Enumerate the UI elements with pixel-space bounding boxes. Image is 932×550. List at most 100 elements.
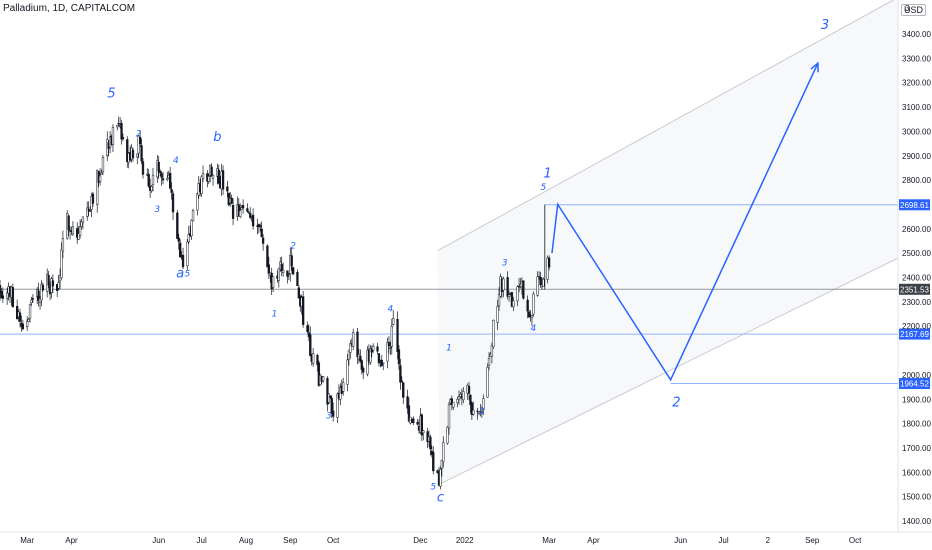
- candle-body: [396, 318, 399, 352]
- candle-body: [342, 382, 345, 392]
- candle-body: [507, 294, 511, 297]
- candle-body: [171, 193, 175, 213]
- candle-body: [537, 276, 541, 278]
- candle-body: [496, 306, 499, 323]
- candle-body: [60, 249, 63, 278]
- candle-body: [51, 280, 55, 287]
- price-tick-label: 3100.00: [902, 103, 931, 112]
- candle-body: [542, 278, 545, 287]
- candle-body: [11, 287, 15, 308]
- candle-body: [530, 315, 534, 319]
- candle-body: [200, 176, 203, 194]
- candle-body: [486, 367, 489, 398]
- candle-body: [266, 245, 269, 268]
- price-tick-label: 2600.00: [902, 225, 931, 234]
- price-level-label: 2698.61: [900, 201, 929, 210]
- candle-body: [141, 161, 145, 175]
- candle-body: [470, 402, 474, 416]
- candle-body: [389, 347, 392, 349]
- candle-body: [492, 320, 495, 347]
- candle-body: [536, 276, 539, 296]
- candle-body: [31, 298, 35, 300]
- candle-body: [296, 272, 299, 287]
- candle-body: [177, 237, 180, 242]
- candle-body: [439, 469, 442, 487]
- currency-selector[interactable]: USD: [900, 4, 926, 16]
- price-tick-label: 3200.00: [902, 79, 931, 88]
- candle-body: [452, 402, 455, 408]
- candle-body: [140, 145, 143, 162]
- candle-body: [399, 365, 402, 383]
- price-level-tag: [899, 378, 930, 390]
- candle-body: [77, 233, 80, 240]
- wave-label: 2: [672, 396, 680, 411]
- candle-body: [111, 127, 115, 145]
- candle-body: [392, 318, 395, 325]
- wave-label: 3: [502, 258, 508, 268]
- candle-body: [38, 298, 42, 303]
- candle-body: [291, 267, 295, 275]
- candle-body: [526, 299, 529, 312]
- candle-body: [138, 136, 142, 145]
- candle-body: [397, 349, 401, 365]
- price-tick-label: 3300.00: [902, 54, 931, 63]
- candle-body: [326, 378, 329, 405]
- price-tick-label: 3000.00: [902, 127, 931, 136]
- candle-body: [362, 367, 365, 373]
- candle-body: [382, 362, 385, 364]
- current-price-tag: [899, 283, 930, 295]
- candle-body: [176, 212, 179, 239]
- time-tick-label: Aug: [239, 536, 253, 545]
- candle-body: [47, 275, 50, 286]
- price-tick-label: 1800.00: [902, 420, 931, 429]
- candle-body: [546, 257, 549, 280]
- candle-body: [387, 342, 391, 347]
- candle-body: [0, 290, 3, 299]
- candle-body: [120, 123, 123, 140]
- price-level-label: 2351.53: [900, 285, 929, 294]
- candle-body: [0, 284, 2, 294]
- candle-body: [21, 323, 25, 330]
- time-tick-label: Jul: [718, 536, 728, 545]
- candle-body: [416, 422, 419, 425]
- candle-body: [327, 393, 331, 403]
- wave-label: 1: [544, 167, 552, 182]
- candle-body: [91, 193, 95, 204]
- price-tick-label: 2300.00: [902, 298, 931, 307]
- candle-body: [522, 280, 525, 299]
- channel-lower-line[interactable]: [438, 257, 899, 485]
- candle-body: [87, 209, 90, 211]
- projection-path[interactable]: [551, 62, 819, 382]
- candle-body: [86, 207, 89, 217]
- channel-upper-line[interactable]: [437, 0, 898, 252]
- candle-body: [287, 273, 290, 276]
- candle-body: [241, 205, 245, 209]
- candle-body: [190, 219, 193, 237]
- candle-body: [61, 238, 65, 252]
- candle-body: [40, 284, 43, 301]
- candle-body: [407, 405, 411, 422]
- candle-body: [360, 360, 363, 370]
- time-tick-label: Apr: [65, 536, 78, 545]
- candle-body: [239, 210, 242, 217]
- candle-body: [27, 319, 30, 322]
- candle-body: [217, 169, 220, 184]
- time-tick-label: Oct: [849, 536, 862, 545]
- wave-label: 2: [290, 241, 296, 251]
- candle-body: [101, 157, 105, 173]
- wave-label: 4: [173, 156, 179, 166]
- candle-body: [181, 254, 185, 268]
- wave-label: 5: [184, 269, 190, 279]
- candle-body: [251, 214, 255, 227]
- candle-body: [231, 205, 235, 219]
- candle-body: [57, 282, 60, 289]
- wave-label: 4: [530, 324, 536, 334]
- candle-body: [317, 362, 321, 386]
- candle-body: [369, 347, 372, 363]
- candle-body: [290, 255, 293, 267]
- price-tick-label: 3400.00: [902, 30, 931, 39]
- price-tick-label: 2400.00: [902, 274, 931, 283]
- candle-body: [359, 355, 362, 362]
- candle-body: [402, 382, 405, 398]
